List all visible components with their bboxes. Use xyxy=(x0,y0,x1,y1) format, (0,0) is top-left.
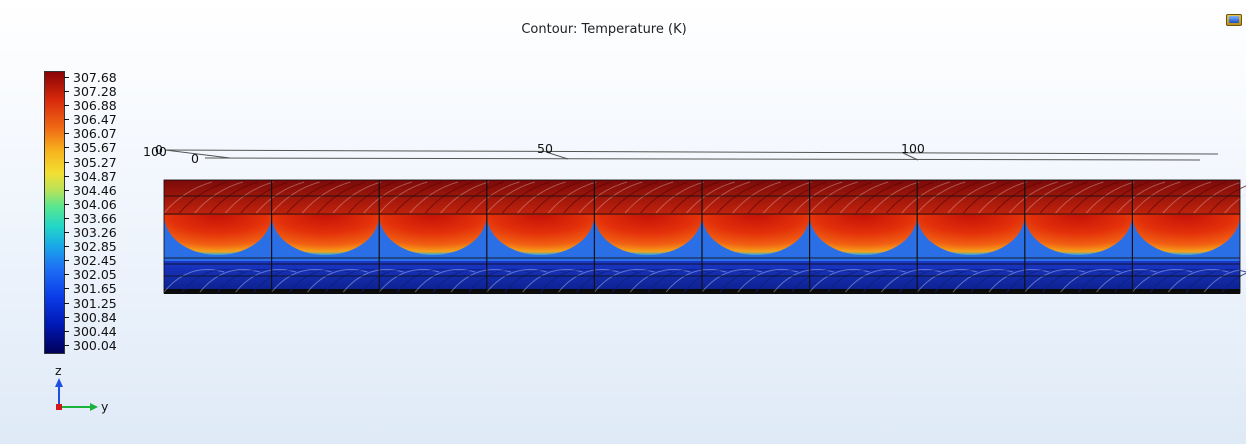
temperature-dome xyxy=(271,215,380,255)
colorbar-tick-label: 303.26 xyxy=(64,226,117,239)
temperature-dome xyxy=(702,215,810,255)
colorbar-tick-label: 302.45 xyxy=(64,254,117,267)
colorbar-tick-label: 302.85 xyxy=(64,240,117,253)
window-toggle-icon[interactable] xyxy=(1226,14,1242,26)
colorbar-tick-label: 301.25 xyxy=(64,297,117,310)
colorbar-tick-label: 303.66 xyxy=(64,212,117,225)
temperature-dome xyxy=(379,215,487,255)
colorbar-tick-label: 305.27 xyxy=(64,156,117,169)
axis-tick-label: 100 xyxy=(143,144,167,159)
colorbar-tick-label: 304.46 xyxy=(64,184,117,197)
colorbar-tick-label: 306.88 xyxy=(64,99,117,112)
colorbar-tick-label: 304.06 xyxy=(64,198,117,211)
colorbar-tick-label: 300.04 xyxy=(64,339,117,352)
axis-lines xyxy=(164,149,1219,161)
colorbar-tick-label: 301.65 xyxy=(64,282,117,295)
triad-y-label: y xyxy=(101,399,109,414)
axis-tick-label: 0 xyxy=(191,151,199,166)
colorbar-tick-label: 300.44 xyxy=(64,325,117,338)
temperature-dome xyxy=(594,215,702,255)
axis-tick-label: 100 xyxy=(901,141,925,156)
axis-tick-label: 0 xyxy=(155,142,163,157)
colorbar-tick-label: 306.47 xyxy=(64,113,117,126)
colorbar-tick-label: 307.68 xyxy=(64,71,117,84)
temperature-dome xyxy=(809,215,918,256)
colorbar-tick-label: 305.67 xyxy=(64,141,117,154)
colorbar-tick-label: 307.28 xyxy=(64,85,117,98)
temperature-dome xyxy=(1132,215,1240,255)
colorbar-tick-label: 300.84 xyxy=(64,311,117,324)
colorbar-tick-label: 306.07 xyxy=(64,127,117,140)
temperature-dome xyxy=(1024,215,1133,255)
temperature-dome xyxy=(164,215,272,255)
model-geometry xyxy=(163,179,1246,294)
temperature-dome xyxy=(486,215,595,256)
colorbar-tick-label: 302.05 xyxy=(64,268,117,281)
colorbar-tick-labels: 307.68 307.28 306.88 306.47 306.07 305.67 305.… xyxy=(64,71,117,352)
triad-z-label: z xyxy=(55,363,62,378)
plot-title: Contour: Temperature (K) xyxy=(521,22,687,37)
axis-tick-label: 50 xyxy=(537,141,553,156)
axis-triad: z y xyxy=(55,363,109,414)
temperature-dome xyxy=(917,215,1025,256)
colorbar-tick-label: 304.87 xyxy=(64,170,117,183)
